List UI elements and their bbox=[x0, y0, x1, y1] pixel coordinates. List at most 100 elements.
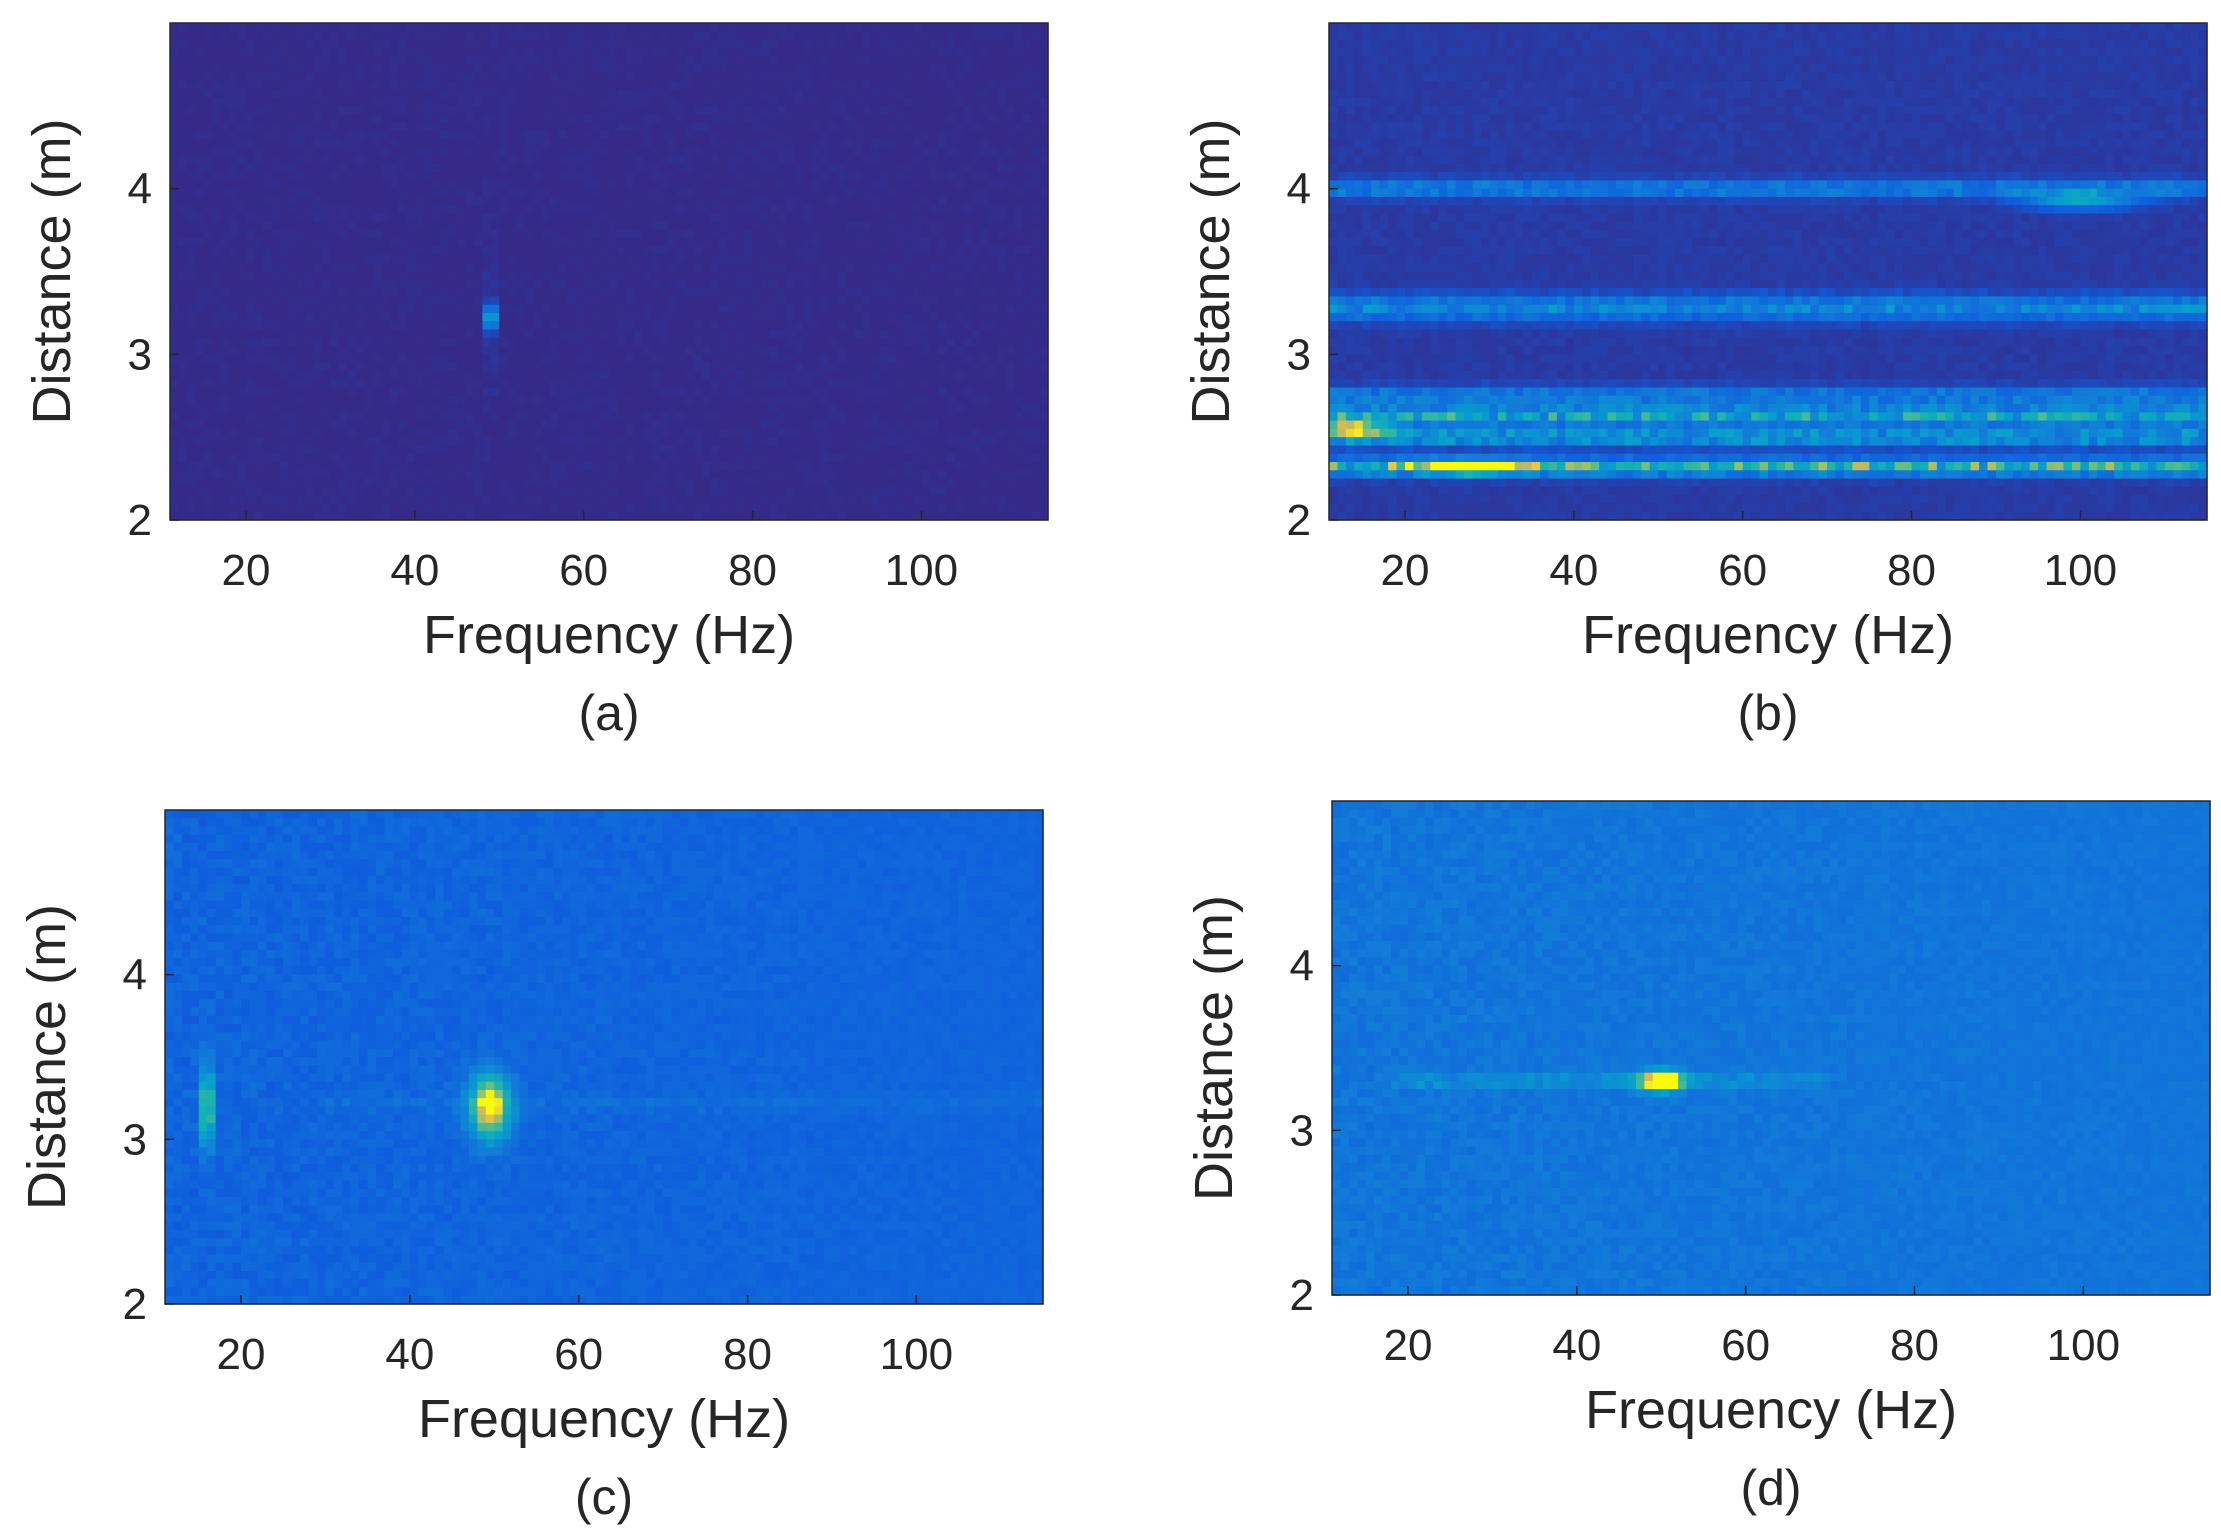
heatmap-cell bbox=[811, 263, 821, 273]
heatmap-cell bbox=[389, 47, 399, 57]
heatmap-cell bbox=[406, 304, 416, 314]
heatmap-cell bbox=[262, 221, 272, 231]
heatmap-cell bbox=[777, 64, 787, 74]
heatmap-cell bbox=[507, 337, 517, 347]
heatmap-cell bbox=[921, 47, 931, 57]
heatmap-cell bbox=[338, 362, 348, 372]
heatmap-cell bbox=[617, 304, 627, 314]
heatmap-cell bbox=[575, 230, 585, 239]
heatmap-cell bbox=[170, 172, 180, 181]
heatmap-cell bbox=[625, 412, 635, 422]
heatmap-cell bbox=[972, 337, 982, 347]
heatmap-cell bbox=[583, 147, 593, 157]
heatmap-cell bbox=[372, 180, 382, 190]
heatmap-cell bbox=[988, 221, 998, 231]
heatmap-cell bbox=[963, 172, 973, 181]
heatmap-cell bbox=[212, 138, 222, 148]
heatmap-cell bbox=[414, 163, 424, 173]
heatmap-cell bbox=[811, 337, 821, 347]
heatmap-cell bbox=[963, 346, 973, 355]
heatmap-cell bbox=[254, 188, 264, 198]
heatmap-cell bbox=[938, 337, 948, 347]
heatmap-cell bbox=[271, 263, 281, 273]
heatmap-cell bbox=[997, 64, 1007, 74]
heatmap-cell bbox=[330, 31, 340, 41]
heatmap-cell bbox=[397, 31, 407, 41]
heatmap-cell bbox=[980, 379, 990, 389]
heatmap-cell bbox=[853, 263, 863, 273]
heatmap-cell bbox=[668, 122, 678, 132]
heatmap-cell bbox=[659, 56, 669, 66]
heatmap-cell bbox=[296, 329, 306, 339]
heatmap-cell bbox=[744, 213, 754, 223]
heatmap-cell bbox=[457, 354, 467, 364]
heatmap-cell bbox=[870, 23, 880, 32]
heatmap-cell bbox=[245, 172, 256, 181]
heatmap-cell bbox=[414, 221, 424, 231]
heatmap-cell bbox=[186, 279, 196, 289]
heatmap-cell bbox=[347, 163, 357, 173]
heatmap-cell bbox=[921, 122, 931, 132]
heatmap-cell bbox=[904, 362, 914, 372]
heatmap-cell bbox=[1022, 72, 1032, 82]
heatmap-cell bbox=[853, 379, 863, 389]
heatmap-cell bbox=[288, 379, 298, 389]
heatmap-cell bbox=[955, 404, 965, 413]
heatmap-cell bbox=[355, 346, 365, 355]
heatmap-cell bbox=[288, 205, 298, 215]
heatmap-cell bbox=[752, 221, 762, 231]
heatmap-cell bbox=[490, 47, 500, 57]
heatmap-cell bbox=[364, 47, 374, 57]
heatmap-cell bbox=[465, 370, 475, 380]
heatmap-cell bbox=[609, 254, 619, 264]
heatmap-cell bbox=[457, 379, 467, 389]
heatmap-cell bbox=[710, 47, 720, 57]
heatmap-cell bbox=[533, 97, 543, 107]
heatmap-cell bbox=[524, 221, 534, 231]
heatmap-cell bbox=[558, 395, 568, 405]
heatmap-cell bbox=[440, 329, 450, 339]
heatmap-cell bbox=[203, 370, 213, 380]
heatmap-cell bbox=[592, 196, 602, 206]
heatmap-cell bbox=[1039, 370, 1049, 380]
heatmap-cell bbox=[862, 114, 872, 123]
heatmap-cell bbox=[558, 288, 568, 297]
heatmap-cell bbox=[617, 114, 627, 123]
heatmap-cell bbox=[195, 312, 205, 322]
heatmap-cell bbox=[929, 346, 939, 355]
heatmap-cell bbox=[203, 412, 213, 422]
heatmap-cell bbox=[845, 404, 855, 413]
heatmap-cell bbox=[912, 321, 922, 331]
heatmap-cell bbox=[853, 337, 863, 347]
heatmap-cell bbox=[1039, 147, 1049, 157]
heatmap-cell bbox=[549, 246, 559, 256]
heatmap-cell bbox=[541, 254, 551, 264]
heatmap-cell bbox=[803, 147, 813, 157]
heatmap-cell bbox=[625, 279, 635, 289]
heatmap-cell bbox=[592, 404, 602, 413]
heatmap-cell bbox=[271, 147, 281, 157]
heatmap-cell bbox=[338, 321, 348, 331]
heatmap-cell bbox=[836, 23, 846, 32]
heatmap-cell bbox=[744, 379, 754, 389]
heatmap-cell bbox=[195, 387, 205, 397]
heatmap-cell bbox=[170, 279, 180, 289]
heatmap-cell bbox=[769, 89, 779, 99]
heatmap-cell bbox=[482, 138, 492, 148]
heatmap-cell bbox=[820, 279, 830, 289]
heatmap-cell bbox=[237, 64, 247, 74]
heatmap-cell bbox=[955, 172, 965, 181]
heatmap-cell bbox=[279, 221, 289, 231]
heatmap-cell bbox=[634, 114, 644, 123]
heatmap-cell bbox=[988, 64, 998, 74]
heatmap-cell bbox=[262, 230, 272, 239]
heatmap-cell bbox=[972, 196, 982, 206]
heatmap-cell bbox=[642, 31, 652, 41]
heatmap-cell bbox=[583, 354, 593, 364]
heatmap-cell bbox=[212, 23, 222, 32]
heatmap-cell bbox=[1022, 188, 1032, 198]
heatmap-cell bbox=[186, 64, 196, 74]
heatmap-cell bbox=[845, 379, 855, 389]
heatmap-cell bbox=[178, 155, 188, 165]
heatmap-cell bbox=[381, 163, 391, 173]
